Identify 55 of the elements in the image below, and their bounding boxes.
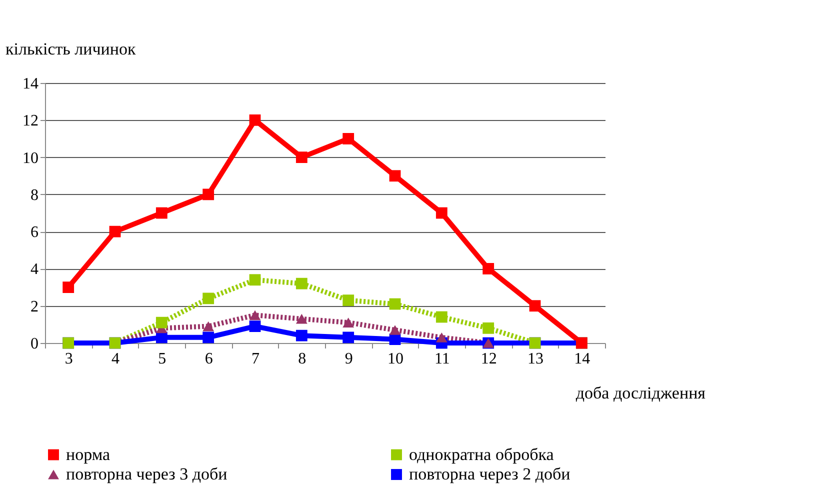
point <box>436 311 448 323</box>
point <box>389 298 401 310</box>
point <box>296 278 308 290</box>
y-tick-label: 14 <box>22 76 38 92</box>
point <box>482 263 494 274</box>
point <box>202 292 214 304</box>
y-axis-title: кількість личинок <box>6 40 137 58</box>
y-tick-label: 6 <box>30 224 38 242</box>
point <box>436 207 448 219</box>
x-tick-label: 11 <box>434 350 450 368</box>
point <box>529 300 541 312</box>
x-tick-label: 7 <box>252 350 260 368</box>
point <box>249 274 261 286</box>
x-tick-label: 8 <box>298 350 306 368</box>
point <box>389 170 401 182</box>
x-tick-label: 9 <box>344 350 353 368</box>
x-tick-label: 10 <box>388 350 404 368</box>
point <box>482 322 494 334</box>
point <box>436 332 448 342</box>
legend-label: однократна обробка <box>409 444 554 464</box>
point <box>249 114 261 126</box>
point <box>202 321 214 332</box>
y-tick-label: 2 <box>30 298 38 316</box>
y-tick-label: 10 <box>22 150 38 167</box>
point <box>249 320 261 332</box>
point <box>202 332 214 344</box>
point <box>342 294 354 306</box>
legend-label: повторна через 3 доби <box>66 464 228 484</box>
x-tick-label: 14 <box>574 350 590 368</box>
x-tick-label: 5 <box>158 350 166 368</box>
point <box>62 282 74 293</box>
point <box>109 226 121 238</box>
x-tick-label: 4 <box>112 350 120 368</box>
x-axis-title: доба дослідження <box>576 384 706 402</box>
y-tick-label: 12 <box>22 112 38 130</box>
point <box>342 318 354 328</box>
point <box>296 330 308 342</box>
y-tick-label: 8 <box>30 186 38 204</box>
x-tick-label: 6 <box>204 350 213 368</box>
y-tick-label: 0 <box>30 336 38 352</box>
x-tick-label: 3 <box>64 350 73 368</box>
x-tick-label: 12 <box>480 350 497 368</box>
x-tick-label: 13 <box>528 350 544 368</box>
legend-label: повторна через 2 доби <box>409 464 570 484</box>
point <box>389 325 401 335</box>
point <box>156 207 168 219</box>
point <box>249 310 261 320</box>
point <box>202 188 214 200</box>
point <box>342 332 354 344</box>
y-tick-label: 4 <box>30 261 38 278</box>
point <box>296 152 308 163</box>
legend-label: норма <box>66 444 110 464</box>
point <box>296 314 308 324</box>
point <box>342 133 354 144</box>
point <box>156 316 168 328</box>
